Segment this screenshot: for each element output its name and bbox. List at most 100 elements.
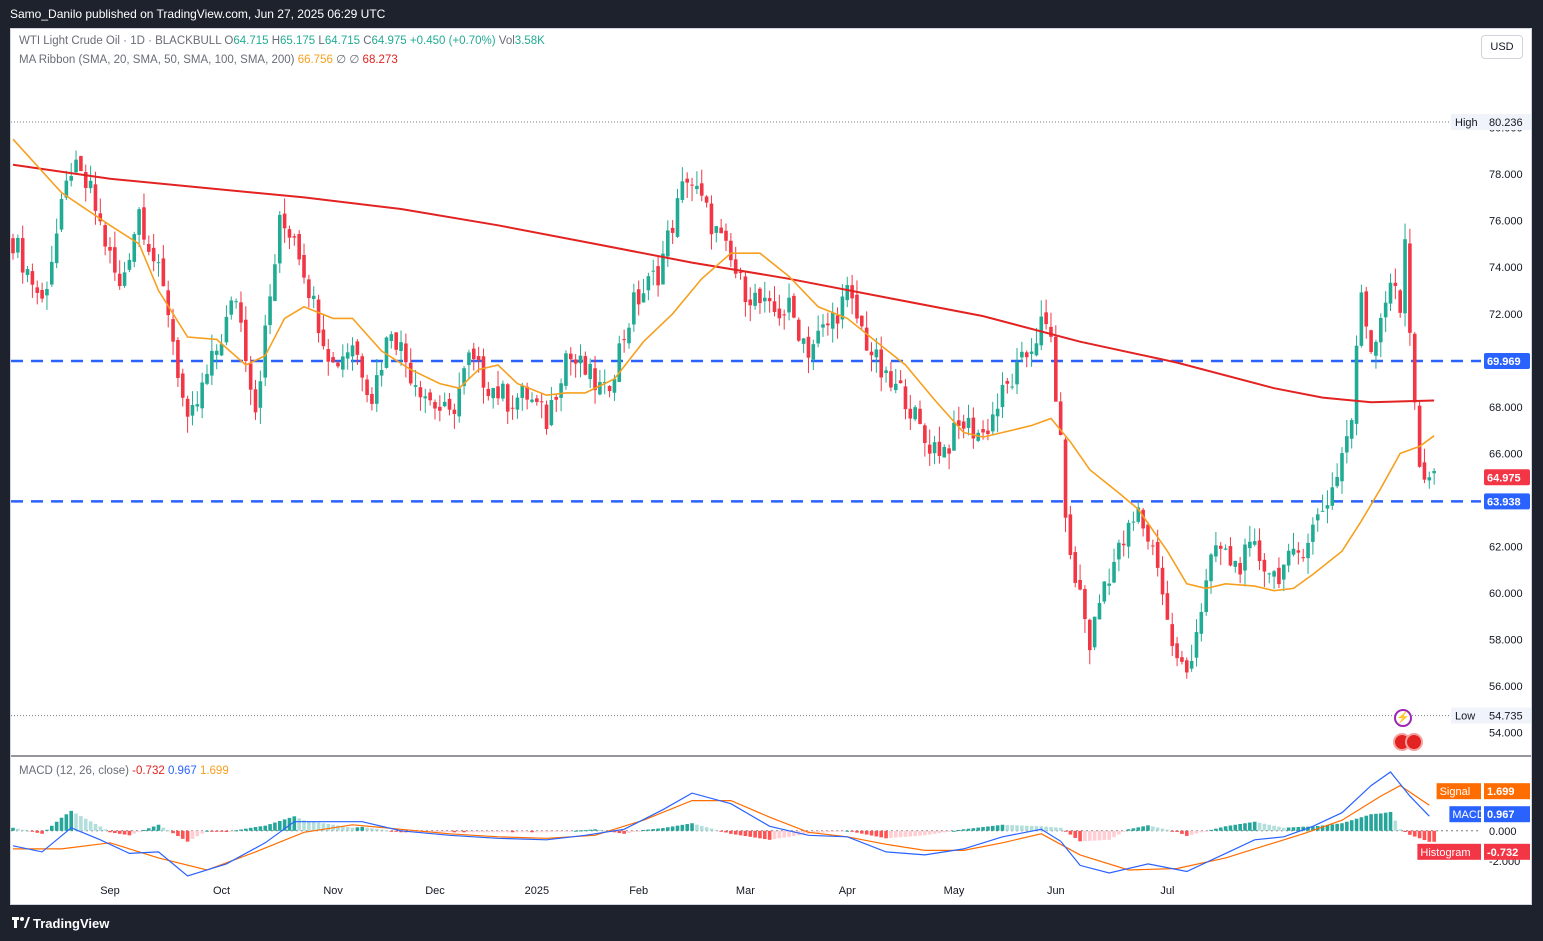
candle-body bbox=[539, 401, 544, 403]
candle-body bbox=[942, 446, 947, 458]
candle-body bbox=[93, 184, 98, 211]
macd-histogram-bar bbox=[1029, 825, 1034, 831]
candle-body bbox=[510, 407, 515, 409]
macd-histogram-bar bbox=[898, 830, 903, 838]
candle-body bbox=[1180, 657, 1184, 662]
candle-body bbox=[753, 292, 757, 306]
macd-histogram-bar bbox=[661, 828, 665, 831]
macd-histogram-bar bbox=[1155, 827, 1160, 831]
candle-body bbox=[122, 272, 127, 286]
candle-body bbox=[1214, 545, 1218, 557]
candle-body bbox=[287, 229, 292, 238]
chart-frame[interactable]: 54.00056.00058.00060.00062.00064.00066.0… bbox=[10, 28, 1532, 905]
macd-histogram-bar bbox=[234, 830, 238, 832]
macd-histogram-bar bbox=[379, 829, 384, 831]
macd-histogram-bar bbox=[1359, 817, 1364, 831]
macd-histogram-bar bbox=[1044, 826, 1048, 831]
x-tick-label: May bbox=[944, 885, 965, 897]
macd-histogram-bar bbox=[219, 830, 224, 832]
macd-histogram-bar bbox=[1272, 825, 1276, 831]
macd-histogram-bar bbox=[365, 827, 369, 831]
candle-body bbox=[1151, 545, 1155, 547]
macd-histogram-bar bbox=[830, 830, 835, 832]
candle-body bbox=[496, 386, 500, 399]
candle-body bbox=[1044, 312, 1048, 325]
macd-histogram-bar bbox=[923, 830, 927, 836]
macd-histogram-bar bbox=[850, 830, 854, 832]
candle-body bbox=[1010, 386, 1014, 388]
candle-body bbox=[1218, 545, 1223, 549]
candle-body bbox=[1388, 282, 1393, 304]
event-lightning-icon[interactable]: ⚡ bbox=[1394, 709, 1412, 727]
tradingview-brand[interactable]: TradingView bbox=[33, 916, 110, 931]
high-label: H bbox=[271, 35, 281, 47]
candle-body bbox=[239, 302, 243, 323]
macd-label[interactable]: MACD (12, 26, close) bbox=[19, 765, 129, 777]
candle-body bbox=[520, 385, 525, 398]
macd-histogram-bar bbox=[1049, 827, 1053, 831]
macd-histogram-bar bbox=[1024, 825, 1029, 831]
macd-histogram-bar bbox=[180, 830, 185, 839]
macd-histogram-bar bbox=[122, 830, 127, 835]
candle-body bbox=[559, 383, 563, 398]
candle-body bbox=[1417, 405, 1422, 467]
candle-body bbox=[544, 404, 549, 429]
macd-histogram-bar bbox=[370, 828, 374, 831]
macd-histogram-bar bbox=[564, 830, 568, 832]
macd-histogram-bar bbox=[399, 830, 403, 833]
candle-body bbox=[457, 388, 462, 417]
macd-histogram-bar bbox=[205, 830, 209, 832]
sma-20-line bbox=[12, 138, 1435, 592]
macd-histogram-bar bbox=[486, 830, 491, 833]
macd-histogram-bar bbox=[1354, 818, 1359, 831]
candle-body bbox=[957, 420, 961, 426]
macd-histogram-bar bbox=[69, 810, 74, 831]
macd-histogram-bar bbox=[1335, 823, 1339, 831]
macd-histogram-bar bbox=[1349, 820, 1354, 831]
candle-body bbox=[1325, 505, 1330, 509]
macd-histogram-bar bbox=[753, 830, 757, 838]
macd-histogram-bar bbox=[835, 830, 840, 832]
candle-body bbox=[864, 327, 869, 351]
candle-body bbox=[350, 345, 355, 357]
candle-body bbox=[1369, 330, 1373, 353]
macd-histogram-bar bbox=[1427, 830, 1432, 842]
macd-histogram-bar bbox=[927, 830, 932, 835]
candle-body bbox=[1024, 352, 1029, 358]
y-tick-label: 68.000 bbox=[1489, 402, 1523, 414]
macd-histogram-bar bbox=[1417, 830, 1422, 839]
macd-histogram-bar bbox=[627, 830, 631, 833]
candle-body bbox=[729, 240, 733, 261]
candle-body bbox=[462, 368, 466, 387]
macd-histogram-bar bbox=[1165, 829, 1170, 831]
x-tick-label: Feb bbox=[629, 885, 648, 897]
low-value: 64.715 bbox=[324, 35, 361, 47]
macd-histogram-bar bbox=[25, 830, 30, 832]
candle-body bbox=[1306, 542, 1310, 559]
candle-body bbox=[180, 373, 185, 398]
candle-body bbox=[384, 337, 389, 368]
candle-body bbox=[1286, 550, 1291, 566]
macd-histogram-bar bbox=[1087, 830, 1092, 841]
candle-body bbox=[69, 176, 74, 181]
macd-histogram-bar bbox=[1199, 830, 1204, 833]
macd-histogram-bar bbox=[889, 830, 893, 838]
candle-body bbox=[156, 262, 161, 264]
macd-histogram-bar bbox=[670, 826, 675, 831]
macd-histogram-bar bbox=[321, 823, 326, 831]
macd-histogram-bar bbox=[1383, 812, 1388, 831]
macd-histogram-bar bbox=[646, 829, 651, 831]
us-flag-icon-2[interactable] bbox=[1405, 733, 1423, 751]
macd-histogram-bar bbox=[1238, 824, 1242, 831]
candle-body bbox=[961, 421, 966, 429]
ma-label[interactable]: MA Ribbon (SMA, 20, SMA, 50, SMA, 100, S… bbox=[19, 54, 295, 66]
symbol-name[interactable]: WTI Light Crude Oil · 1D · BLACKBULL bbox=[19, 35, 222, 47]
chart-svg[interactable]: 54.00056.00058.00060.00062.00064.00066.0… bbox=[11, 29, 1532, 905]
candle-body bbox=[1005, 381, 1010, 384]
macd-tag-label: MACD bbox=[1452, 809, 1484, 821]
macd-histogram-bar bbox=[1301, 826, 1305, 831]
candle-body bbox=[826, 323, 830, 326]
macd-histogram-bar bbox=[816, 830, 820, 834]
currency-button[interactable]: USD bbox=[1481, 35, 1523, 59]
macd-histogram-bar bbox=[505, 830, 510, 833]
